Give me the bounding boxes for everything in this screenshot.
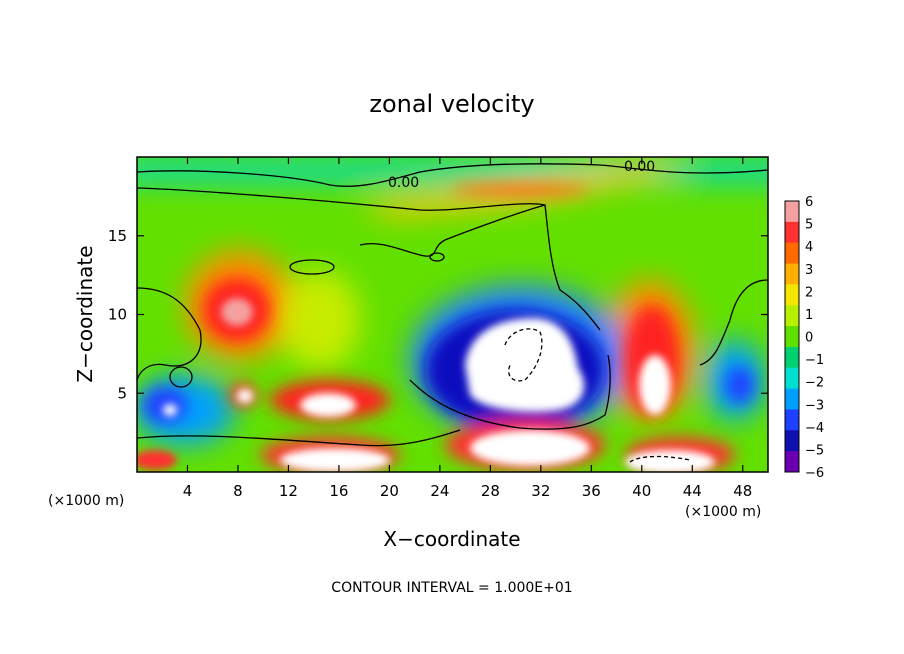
field-layer-core xyxy=(137,298,715,472)
colorbar-label: −3 xyxy=(805,398,824,413)
colorbar-swatch xyxy=(785,221,799,244)
y-axis-ticks: 5 10 15 xyxy=(108,227,768,402)
contour-interval-note: CONTOUR INTERVAL = 1.000E+01 xyxy=(331,580,572,596)
left-blue-core xyxy=(143,387,187,423)
contour-dashed-center xyxy=(504,328,543,382)
x-tick-label: 12 xyxy=(279,482,298,500)
colorbar-label: −4 xyxy=(805,421,824,436)
colorbar-swatch xyxy=(785,409,799,431)
y-tick-label: 10 xyxy=(108,306,127,324)
colorbar-swatch xyxy=(785,326,799,348)
x-tick-label: 48 xyxy=(733,482,752,500)
x-axis-title: X−coordinate xyxy=(383,527,520,551)
y-tick-label: 15 xyxy=(108,227,127,245)
center-min-core xyxy=(465,318,585,412)
contour-label-1: 0.00 xyxy=(388,175,419,191)
x-tick-label: 28 xyxy=(481,482,500,500)
x-unit-label-left: (×1000 m) xyxy=(48,493,124,509)
contour-zero-band xyxy=(137,187,601,331)
colorbar-swatch xyxy=(785,263,799,285)
contour-mid-center xyxy=(409,354,611,430)
x-unit-label-right: (×1000 m) xyxy=(685,504,761,520)
x-tick-label: 8 xyxy=(233,482,243,500)
y-axis-title: Z−coordinate xyxy=(73,245,97,382)
contour-zero-upper xyxy=(137,163,768,187)
colorbar-label: 3 xyxy=(805,263,813,278)
bottom-left-core xyxy=(280,448,390,472)
colorbar-swatch xyxy=(785,346,799,369)
colorbar-label: 2 xyxy=(805,285,813,300)
contour-zero-left xyxy=(137,287,202,381)
left-spot-core xyxy=(237,389,253,403)
colorbar-swatch xyxy=(785,201,799,223)
upper-red-streak xyxy=(450,184,590,196)
colorbar-label: 5 xyxy=(805,218,813,233)
colorbar-label: 6 xyxy=(805,195,813,210)
colorbar-frame xyxy=(784,200,800,473)
colorbar-swatch xyxy=(785,388,799,410)
x-tick-label: 24 xyxy=(430,482,449,500)
x-tick-label: 32 xyxy=(531,482,550,500)
contour-zero-main xyxy=(359,204,546,257)
lower-left-core xyxy=(300,393,356,417)
colorbar-swatch xyxy=(785,367,799,390)
contour-lower-band xyxy=(137,429,461,447)
left-jet-core xyxy=(221,298,253,326)
contour-loop-a xyxy=(169,366,193,388)
colorbar-swatch xyxy=(785,451,799,473)
bottom-left-red xyxy=(137,450,177,470)
colorbar-swatch xyxy=(785,242,799,265)
right-blue-core xyxy=(726,367,754,403)
x-tick-label: 20 xyxy=(380,482,399,500)
x-tick-label: 40 xyxy=(632,482,651,500)
bottom-center-core xyxy=(470,430,590,466)
colorbar-label: −5 xyxy=(805,443,824,458)
colorbar: 6 5 4 3 2 1 0 −1 −2 −3 −4 −5 −6 xyxy=(784,195,824,481)
chart-title: zonal velocity xyxy=(369,90,534,118)
velocity-field: 0.00 0.00 xyxy=(137,157,768,472)
colorbar-label: 4 xyxy=(805,240,813,255)
x-tick-label: 44 xyxy=(683,482,702,500)
contour-loop-b xyxy=(289,259,335,275)
contour-zero-right xyxy=(699,279,768,366)
x-tick-label: 16 xyxy=(329,482,348,500)
right-jet-core xyxy=(639,355,671,415)
left-blue-inner xyxy=(163,404,177,416)
contour-dashed-right xyxy=(629,455,691,463)
colorbar-label: −1 xyxy=(805,353,824,368)
colorbar-label: −6 xyxy=(805,466,824,481)
colorbar-swatch xyxy=(785,430,799,452)
x-tick-label: 4 xyxy=(183,482,193,500)
mid-yellow xyxy=(280,270,360,370)
contour-label-2: 0.00 xyxy=(624,159,655,175)
colorbar-swatch xyxy=(785,284,799,306)
colorbar-swatch xyxy=(785,305,799,327)
x-tick-label: 36 xyxy=(582,482,601,500)
contour-loop-c xyxy=(429,252,445,262)
upper-cyan-band xyxy=(137,160,768,182)
colorbar-label: 0 xyxy=(805,331,813,346)
x-axis-ticks: 4 8 12 16 20 24 28 32 36 40 44 48 xyxy=(183,157,752,500)
y-tick-label: 5 xyxy=(117,384,127,402)
colorbar-label: 1 xyxy=(805,308,813,323)
contour-lines xyxy=(137,163,768,463)
bottom-right-core xyxy=(625,450,715,472)
colorbar-label: −2 xyxy=(805,376,824,391)
